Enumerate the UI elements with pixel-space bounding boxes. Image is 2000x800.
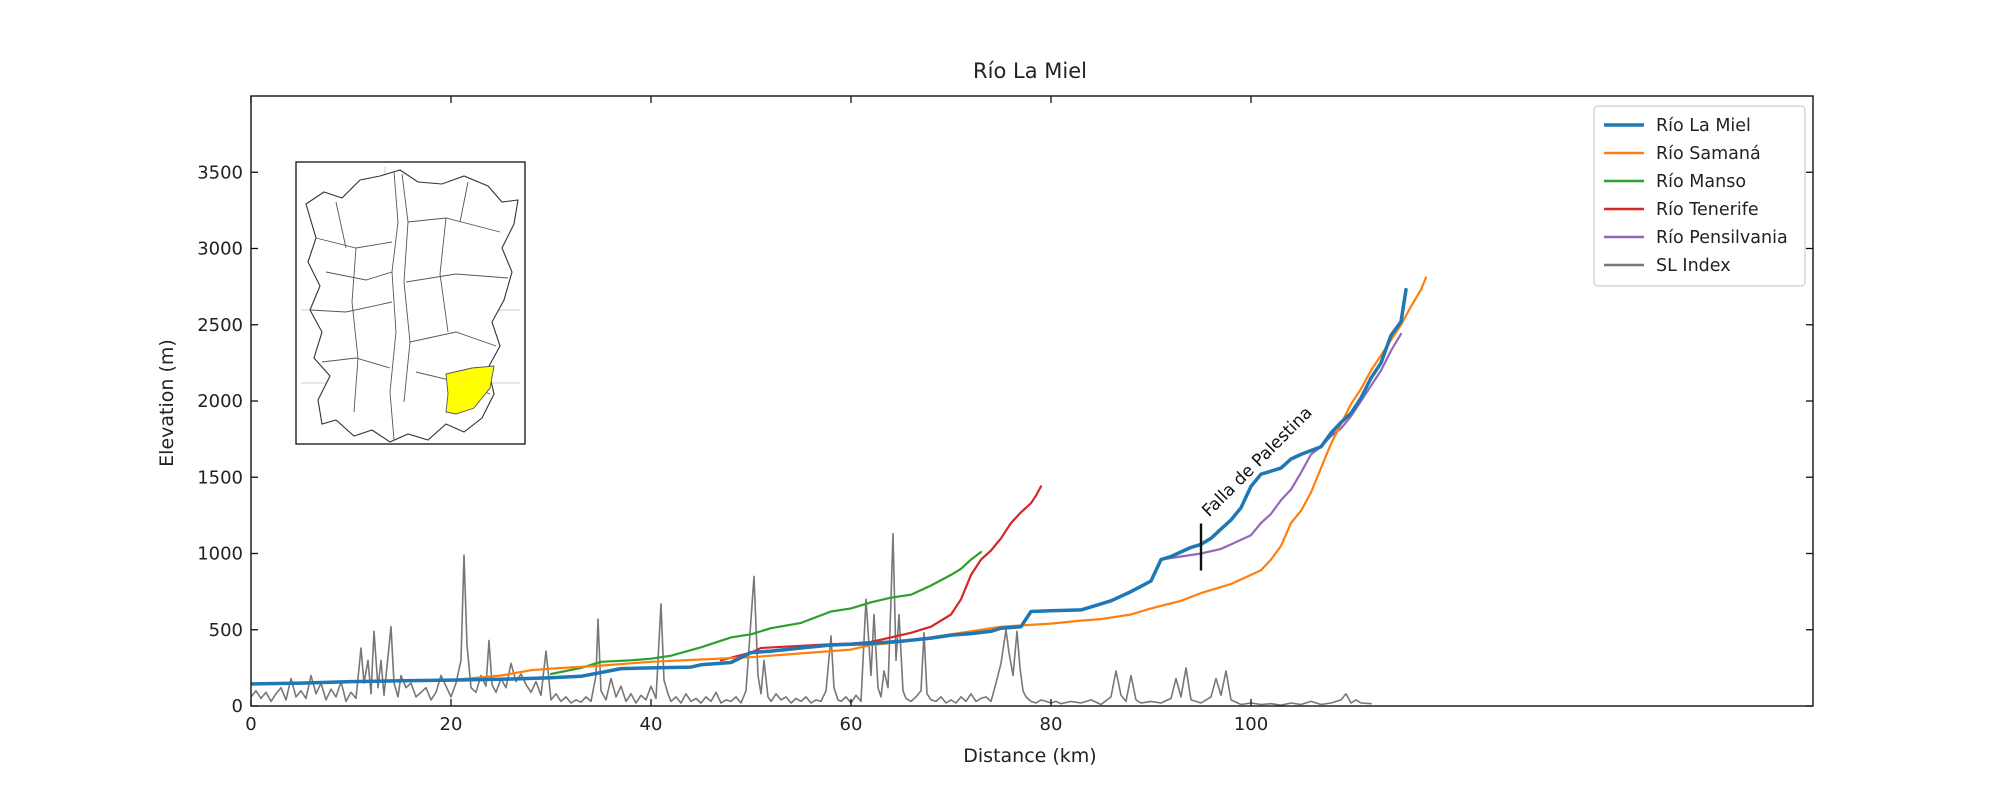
y-tick-label: 1000	[197, 544, 243, 565]
legend-label: SL Index	[1656, 256, 1731, 276]
inset-boundary-line	[409, 331, 497, 347]
inset-boundary-line	[309, 301, 393, 313]
y-tick-label: 3500	[197, 162, 243, 183]
inset-boundary-line	[325, 271, 393, 281]
x-tick-label: 100	[1234, 714, 1268, 735]
series-line-r-o-saman-	[449, 276, 1428, 682]
x-tick-label: 80	[1040, 714, 1063, 735]
legend-label: Río Pensilvania	[1656, 228, 1788, 248]
inset-boundary-line	[401, 173, 411, 403]
y-tick-label: 2000	[197, 391, 243, 412]
inset-boundary-line	[351, 247, 359, 413]
y-tick-label: 0	[232, 696, 243, 717]
plot-area	[251, 276, 1428, 706]
y-axis-title: Elevation (m)	[156, 339, 178, 467]
x-tick-label: 60	[840, 714, 863, 735]
y-tick-label: 3000	[197, 239, 243, 260]
legend-box	[1593, 105, 1806, 287]
series-line-r-o-pensilvania	[1159, 332, 1403, 561]
inset-boundary-line	[459, 181, 469, 223]
legend: Río La Miel Río Samaná Río Manso Río Teneri…	[1593, 105, 1806, 287]
x-axis-title: Distance (km)	[963, 745, 1096, 767]
legend-label: Río Tenerife	[1656, 200, 1759, 220]
inset-boundary-line	[335, 201, 347, 249]
series-line-r-o-manso	[549, 550, 983, 676]
inset-location-map	[295, 161, 526, 445]
plot-frame	[250, 95, 1814, 707]
y-tick-label: 1500	[197, 467, 243, 488]
annotations: Falla de Palestina	[1198, 403, 1317, 571]
inset-boundary-line	[439, 217, 449, 333]
x-tick-label: 20	[440, 714, 463, 735]
chart-title: Río La Miel	[973, 59, 1087, 83]
x-tick-label: 0	[245, 714, 256, 735]
fault-annotation-label: Falla de Palestina	[1198, 403, 1316, 521]
series-line-sl-index	[251, 532, 1372, 706]
inset-boundary-line	[405, 273, 509, 283]
x-tick-label: 40	[640, 714, 663, 735]
series-line-r-o-tenerife	[719, 485, 1043, 662]
legend-label: Río Samaná	[1656, 144, 1761, 164]
legend-label: Río La Miel	[1656, 116, 1751, 136]
inset-boundary-line	[389, 171, 399, 441]
y-tick-label: 2500	[197, 315, 243, 336]
series-line-r-o-la-miel	[251, 287, 1408, 686]
y-tick-label: 500	[209, 620, 243, 641]
inset-boundary-line	[321, 357, 391, 369]
legend-label: Río Manso	[1656, 172, 1746, 192]
inset-highlighted-basin	[445, 365, 495, 415]
